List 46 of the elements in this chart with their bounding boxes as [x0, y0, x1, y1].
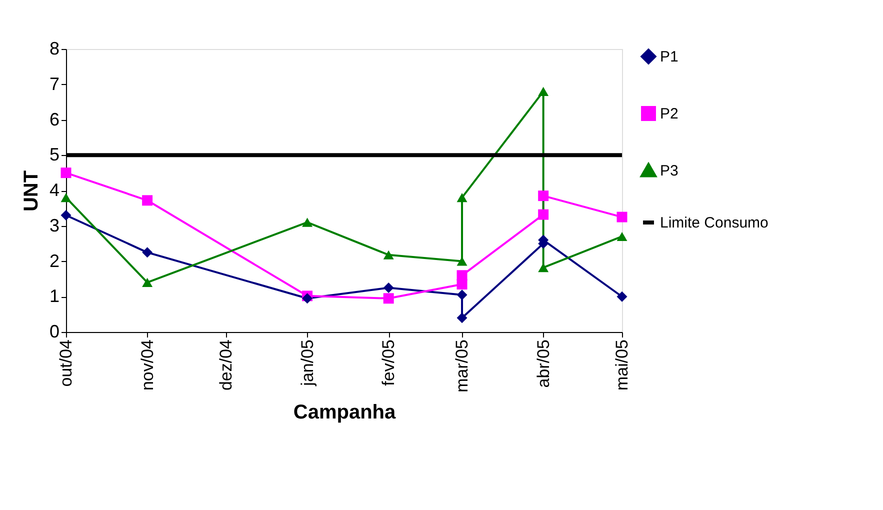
- y-tick-label: 3: [49, 215, 60, 236]
- legend-label: P3: [660, 162, 678, 180]
- point: [60, 193, 72, 202]
- point: [60, 168, 72, 178]
- x-tick-label: nov/04: [138, 340, 157, 391]
- y-tick-label: 0: [49, 322, 60, 342]
- point: [616, 212, 628, 222]
- point: [616, 291, 628, 302]
- point: [538, 190, 549, 202]
- point: [538, 209, 549, 220]
- y-tick-label: 5: [49, 144, 60, 165]
- point: [456, 256, 468, 266]
- point: [142, 278, 153, 288]
- x-tick-label: mar/05: [452, 340, 472, 392]
- y-tick-label: 7: [49, 74, 60, 94]
- point: [142, 247, 153, 258]
- legend-label: P1: [660, 48, 678, 66]
- x-tick-label: abr/05: [534, 340, 553, 388]
- point: [60, 210, 72, 221]
- x-tick-label: jan/05: [298, 340, 317, 387]
- point: [383, 250, 394, 260]
- y-tick-label: 1: [49, 286, 60, 306]
- x-tick-label: out/04: [56, 340, 76, 387]
- y-tick-label: 2: [49, 250, 60, 271]
- y-tick-label: 8: [49, 38, 60, 58]
- point: [302, 293, 313, 304]
- point: [456, 312, 468, 324]
- x-tick-label: fev/05: [379, 340, 398, 386]
- point: [383, 282, 394, 294]
- point: [456, 290, 468, 300]
- point: [383, 293, 394, 304]
- x-tick-label: dez/04: [216, 340, 236, 391]
- point: [616, 232, 628, 242]
- legend-label: P2: [660, 106, 678, 122]
- point: [538, 263, 549, 272]
- y-tick-label: 4: [49, 180, 60, 200]
- x-tick-label: mai/05: [612, 340, 632, 391]
- y-tick-label: 6: [49, 109, 60, 130]
- point: [456, 193, 468, 202]
- point: [538, 86, 549, 96]
- point: [302, 218, 313, 227]
- x-axis-title: Campanha: [293, 401, 396, 424]
- legend-label: Limite Consumo: [660, 214, 768, 232]
- y-axis-title: UNT: [20, 170, 42, 212]
- point: [142, 195, 153, 206]
- point: [456, 279, 468, 290]
